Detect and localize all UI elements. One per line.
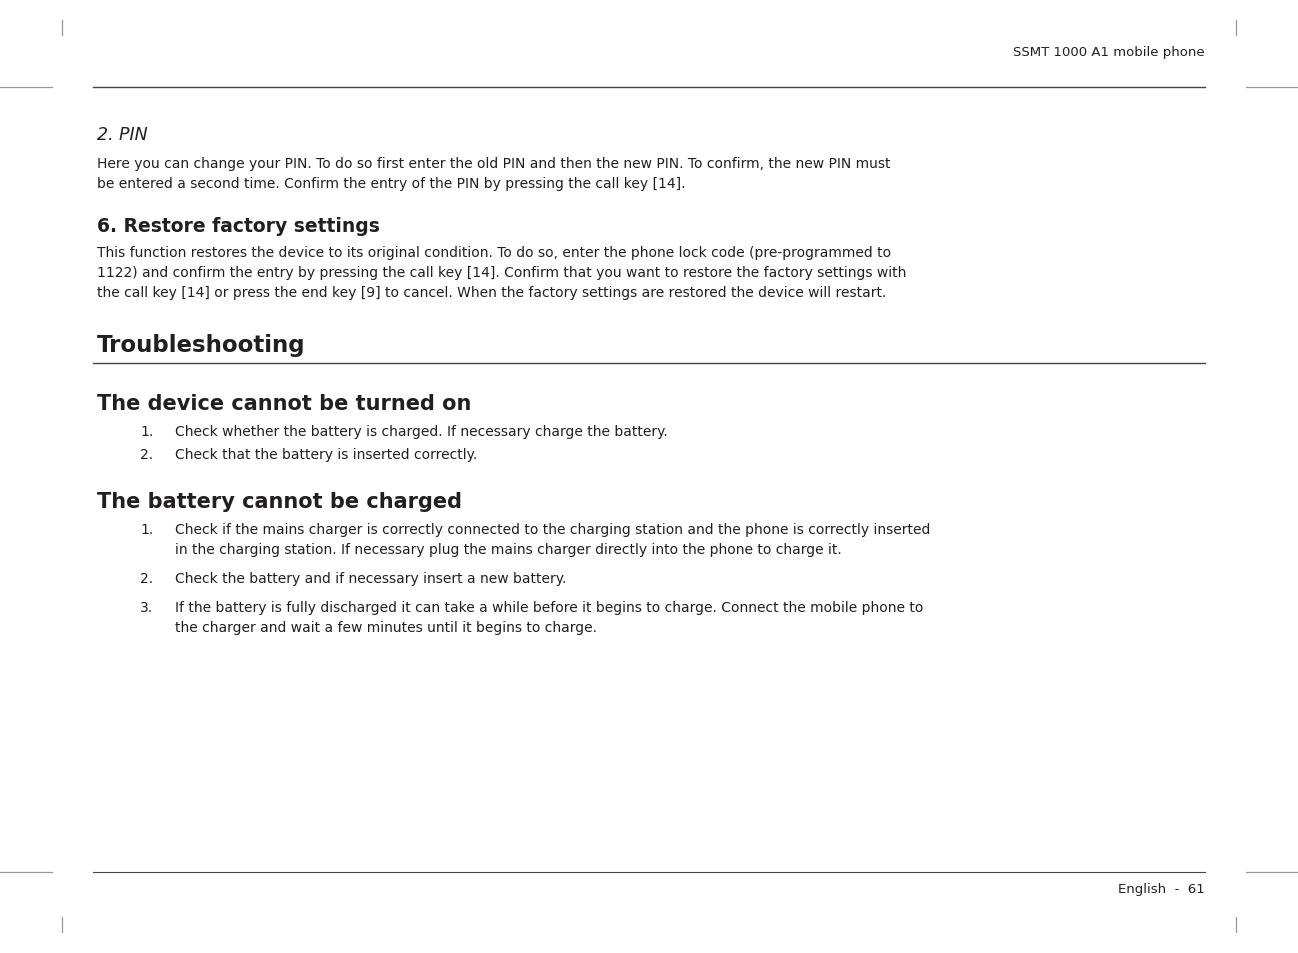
Text: 6. Restore factory settings: 6. Restore factory settings xyxy=(97,216,380,235)
Text: Check whether the battery is charged. If necessary charge the battery.: Check whether the battery is charged. If… xyxy=(175,424,668,438)
Text: Here you can change your PIN. To do so first enter the old PIN and then the new : Here you can change your PIN. To do so f… xyxy=(97,157,890,192)
Text: This function restores the device to its original condition. To do so, enter the: This function restores the device to its… xyxy=(97,246,907,300)
Text: SSMT 1000 A1 mobile phone: SSMT 1000 A1 mobile phone xyxy=(1012,46,1205,59)
Text: Check if the mains charger is correctly connected to the charging station and th: Check if the mains charger is correctly … xyxy=(175,522,931,557)
Text: Check that the battery is inserted correctly.: Check that the battery is inserted corre… xyxy=(175,448,478,462)
Text: 2. PIN: 2. PIN xyxy=(97,126,148,144)
Text: Check the battery and if necessary insert a new battery.: Check the battery and if necessary inser… xyxy=(175,572,567,586)
Text: The battery cannot be charged: The battery cannot be charged xyxy=(97,492,462,512)
Text: If the battery is fully discharged it can take a while before it begins to charg: If the battery is fully discharged it ca… xyxy=(175,600,924,635)
Text: 2.: 2. xyxy=(140,572,153,586)
Text: 3.: 3. xyxy=(140,600,153,615)
Text: The device cannot be turned on: The device cannot be turned on xyxy=(97,394,471,414)
Text: 1.: 1. xyxy=(140,424,153,438)
Text: Troubleshooting: Troubleshooting xyxy=(97,334,306,356)
Text: 1.: 1. xyxy=(140,522,153,537)
Text: 2.: 2. xyxy=(140,448,153,462)
Text: English  -  61: English - 61 xyxy=(1118,882,1205,896)
